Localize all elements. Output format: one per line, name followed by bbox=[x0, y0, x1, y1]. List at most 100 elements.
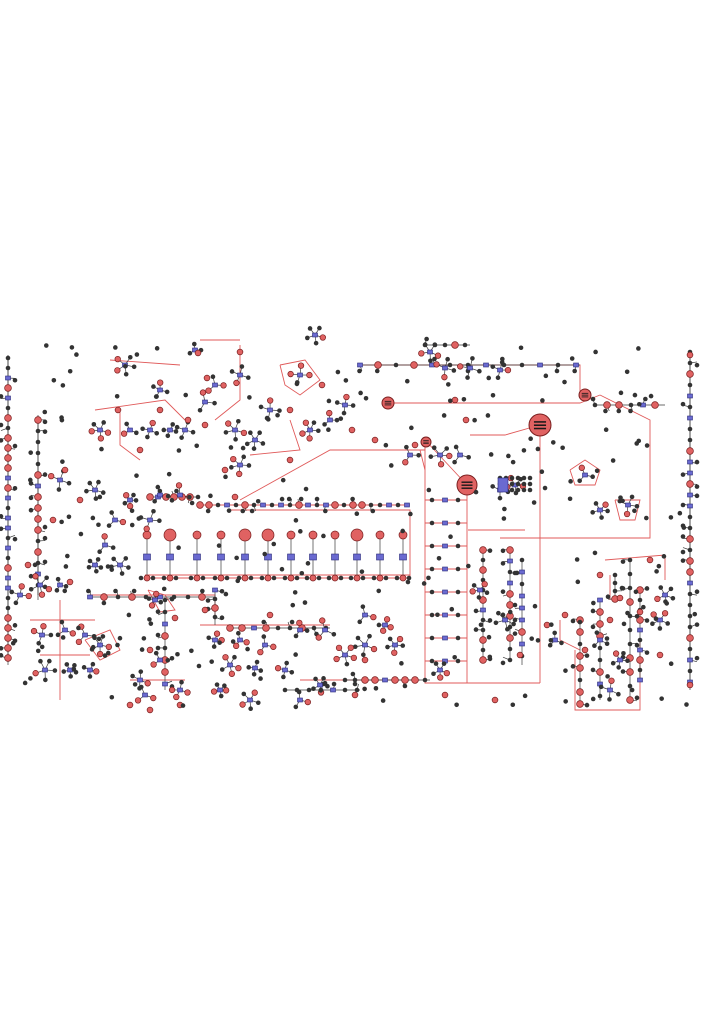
species-node bbox=[657, 626, 663, 631]
species-node bbox=[569, 356, 575, 361]
reaction-node bbox=[309, 553, 317, 561]
species-node bbox=[590, 667, 596, 673]
metabolite-node bbox=[216, 530, 226, 540]
species-node bbox=[444, 446, 450, 451]
species-node bbox=[543, 373, 549, 379]
species-node bbox=[173, 575, 179, 581]
species-node bbox=[209, 659, 214, 664]
species-node bbox=[634, 642, 640, 648]
species-node bbox=[251, 446, 257, 451]
metabolite-node bbox=[261, 528, 275, 542]
metabolite-node bbox=[76, 496, 84, 504]
metabolite-node bbox=[264, 574, 272, 582]
species-node bbox=[317, 325, 322, 331]
species-node bbox=[211, 644, 217, 649]
metabolite-node bbox=[479, 596, 487, 604]
reaction-node bbox=[157, 594, 163, 600]
metabolite-node bbox=[241, 574, 249, 582]
pathway-edge bbox=[249, 419, 301, 456]
reaction-node bbox=[137, 677, 143, 683]
metabolite-node bbox=[171, 614, 179, 622]
pathway-edge bbox=[424, 440, 540, 684]
metabolite-node bbox=[4, 614, 12, 622]
species-node bbox=[376, 588, 382, 594]
species-node bbox=[96, 522, 101, 528]
species-node bbox=[164, 389, 170, 395]
species-node bbox=[527, 481, 533, 487]
species-node bbox=[590, 696, 596, 702]
species-node bbox=[169, 596, 175, 602]
species-node bbox=[478, 622, 484, 628]
reaction-node bbox=[312, 332, 318, 338]
species-node bbox=[621, 650, 626, 656]
species-node bbox=[471, 583, 477, 588]
species-node bbox=[627, 585, 633, 591]
species-node bbox=[470, 356, 475, 361]
species-node bbox=[226, 508, 232, 513]
species-node bbox=[334, 400, 340, 405]
species-node bbox=[95, 557, 101, 562]
metabolite-node bbox=[506, 546, 514, 554]
species-node bbox=[258, 668, 264, 673]
species-node bbox=[187, 350, 193, 356]
species-node bbox=[357, 368, 362, 374]
pathway-edge bbox=[84, 629, 121, 661]
species-node bbox=[612, 580, 618, 586]
species-node bbox=[304, 575, 310, 581]
species-node bbox=[287, 625, 293, 631]
species-node bbox=[313, 676, 318, 682]
metabolite-node bbox=[686, 634, 694, 642]
species-node bbox=[5, 555, 11, 561]
species-node bbox=[123, 363, 128, 369]
species-node bbox=[185, 594, 191, 600]
species-node bbox=[570, 664, 576, 669]
reaction-node bbox=[5, 515, 11, 521]
species-node bbox=[680, 534, 686, 539]
metabolite-node bbox=[603, 401, 611, 409]
species-node bbox=[500, 612, 506, 618]
reaction-node bbox=[607, 687, 613, 693]
species-node bbox=[367, 633, 372, 639]
species-node bbox=[542, 485, 548, 491]
species-node bbox=[694, 459, 700, 465]
metabolite-node bbox=[66, 578, 74, 586]
species-node bbox=[174, 488, 179, 494]
species-node bbox=[355, 635, 361, 641]
species-node bbox=[694, 484, 700, 489]
metabolite-node bbox=[297, 362, 305, 369]
species-node bbox=[289, 619, 295, 625]
metabolite-node bbox=[411, 676, 419, 684]
reaction-node bbox=[637, 677, 643, 683]
species-node bbox=[402, 683, 408, 689]
species-node bbox=[519, 362, 525, 368]
species-node bbox=[383, 442, 389, 448]
species-node bbox=[507, 646, 513, 652]
species-node bbox=[91, 422, 97, 427]
species-node bbox=[236, 630, 241, 636]
species-node bbox=[157, 518, 162, 524]
species-node bbox=[531, 500, 537, 505]
species-node bbox=[78, 531, 84, 537]
reaction-node bbox=[662, 592, 668, 598]
metabolite-node bbox=[119, 518, 127, 526]
species-node bbox=[323, 508, 328, 514]
species-node bbox=[429, 589, 435, 595]
reaction-node bbox=[457, 452, 463, 458]
reaction-node bbox=[37, 582, 43, 588]
metabolite-node bbox=[351, 691, 359, 699]
species-node bbox=[280, 477, 286, 483]
species-node bbox=[597, 693, 603, 699]
metabolite-node bbox=[203, 374, 211, 382]
species-node bbox=[641, 604, 646, 610]
species-node bbox=[47, 658, 52, 664]
species-node bbox=[663, 599, 668, 604]
species-node bbox=[84, 488, 89, 494]
species-node bbox=[60, 635, 66, 640]
species-node bbox=[506, 453, 511, 459]
species-node bbox=[692, 611, 698, 617]
species-node bbox=[362, 686, 367, 692]
node-layer bbox=[0, 325, 700, 714]
metabolite-node bbox=[506, 590, 514, 598]
metabolite-node bbox=[100, 593, 108, 601]
species-node bbox=[113, 345, 118, 350]
